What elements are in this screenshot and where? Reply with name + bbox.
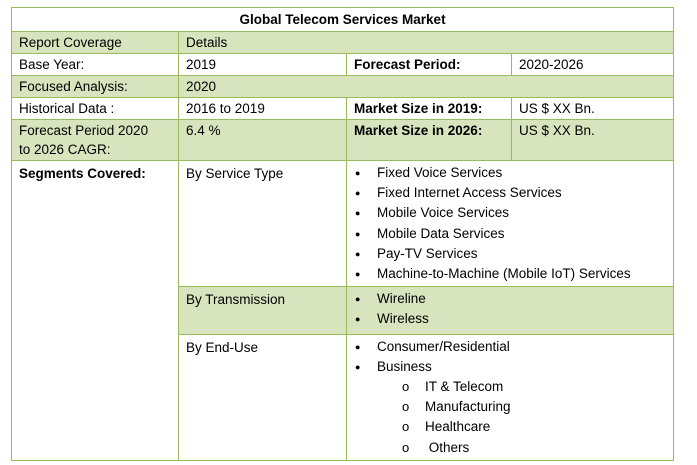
- base-year-value: 2019: [178, 53, 347, 76]
- cagr-label-line2: to 2026 CAGR:: [19, 142, 111, 157]
- list-item: Machine-to-Machine (Mobile IoT) Services: [354, 264, 666, 284]
- service-type-row: Segments Covered: By Service Type Fixed …: [11, 159, 675, 461]
- list-item: Pay-TV Services: [354, 244, 666, 264]
- transmission-list-cell: Wireline Wireless: [345, 286, 675, 335]
- header-details: Details: [177, 31, 675, 54]
- focused-analysis-label: Focused Analysis:: [11, 75, 179, 98]
- base-year-row: Base Year: 2019 Forecast Period: 2020-20…: [11, 53, 675, 76]
- market-2019-label-cell: Market Size in 2019:: [346, 97, 512, 120]
- list-item: Mobile Voice Services: [354, 203, 666, 223]
- focused-analysis-value: 2020: [177, 75, 675, 98]
- sub-list-item: Manufacturing: [354, 397, 666, 417]
- forecast-period-value: 2020-2026: [510, 53, 675, 76]
- historical-data-label: Historical Data :: [11, 97, 179, 120]
- list-item: Wireline: [354, 289, 666, 309]
- transmission-label: By Transmission: [178, 286, 347, 335]
- cagr-label-line1: Forecast Period 2020: [19, 123, 149, 138]
- market-2019-label: Market Size in 2019:: [354, 101, 483, 116]
- forecast-period-label: Forecast Period:: [354, 57, 461, 72]
- end-use-label: By End-Use: [178, 333, 347, 461]
- header-row: Report Coverage Details: [11, 31, 675, 54]
- forecast-period-label-cell: Forecast Period:: [346, 53, 512, 76]
- sub-list-item: IT & Telecom: [354, 377, 666, 397]
- market-2026-label-cell: Market Size in 2026:: [346, 119, 512, 161]
- service-type-list-cell: Fixed Voice Services Fixed Internet Acce…: [345, 159, 675, 288]
- report-table-container: Global Telecom Services Market Report Co…: [10, 7, 675, 461]
- list-item: Fixed Voice Services: [354, 163, 666, 183]
- sub-list-item: Healthcare: [354, 417, 666, 437]
- historical-data-value: 2016 to 2019: [178, 97, 347, 120]
- report-table: Global Telecom Services Market Report Co…: [10, 7, 675, 461]
- cagr-row: Forecast Period 2020 to 2026 CAGR: 6.4 %…: [11, 119, 675, 161]
- cagr-value: 6.4 %: [178, 119, 347, 161]
- transmission-row: By Transmission Wireline Wireless: [12, 286, 675, 335]
- end-use-list: Consumer/Residential Business IT & Telec…: [354, 337, 666, 458]
- header-report-coverage: Report Coverage: [11, 31, 179, 54]
- segments-covered-label: Segments Covered:: [19, 166, 146, 181]
- service-type-list: Fixed Voice Services Fixed Internet Acce…: [354, 163, 666, 284]
- market-2026-value: US $ XX Bn.: [510, 119, 675, 161]
- historical-data-row: Historical Data : 2016 to 2019 Market Si…: [11, 97, 675, 120]
- transmission-list: Wireline Wireless: [354, 289, 666, 330]
- list-item: Business: [354, 357, 666, 377]
- market-2026-label: Market Size in 2026:: [354, 123, 483, 138]
- cagr-label: Forecast Period 2020 to 2026 CAGR:: [11, 119, 179, 161]
- segments-label-cell: Segments Covered:: [11, 160, 179, 461]
- base-year-label: Base Year:: [11, 53, 179, 76]
- list-item: Consumer/Residential: [354, 337, 666, 357]
- list-item: Mobile Data Services: [354, 224, 666, 244]
- market-2019-value: US $ XX Bn.: [510, 97, 675, 120]
- list-item: Fixed Internet Access Services: [354, 183, 666, 203]
- service-type-label: By Service Type: [178, 159, 347, 288]
- sub-list-item: Others: [354, 438, 666, 458]
- table-title: Global Telecom Services Market: [10, 7, 675, 32]
- focused-analysis-row: Focused Analysis: 2020: [11, 75, 675, 98]
- end-use-row: By End-Use Consumer/Residential Business…: [12, 333, 675, 461]
- end-use-list-cell: Consumer/Residential Business IT & Telec…: [345, 333, 675, 461]
- list-item: Wireless: [354, 309, 666, 329]
